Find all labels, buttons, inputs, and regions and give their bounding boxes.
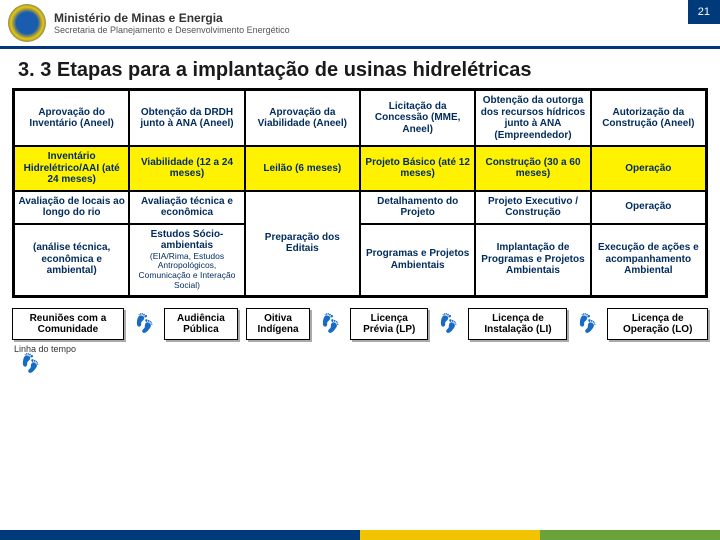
bottom-b2: Audiência Pública (164, 308, 238, 340)
slide-header: Ministério de Minas e Energia Secretaria… (0, 0, 720, 49)
footprint-icon: 👣 (131, 310, 158, 337)
r3c2: Avaliação técnica e econômica (129, 191, 244, 224)
footer-yellow (360, 530, 540, 540)
r1c4: Licitação da Concessão (MME, Aneel) (360, 90, 475, 146)
r1c6: Autorização da Construção (Aneel) (591, 90, 706, 146)
header-text: Ministério de Minas e Energia Secretaria… (54, 11, 712, 35)
bottom-b5: Licença de Instalação (LI) (468, 308, 567, 340)
footprint-icon: 👣 (574, 310, 601, 337)
ministry-name: Ministério de Minas e Energia (54, 11, 712, 25)
r2c4: Projeto Básico (até 12 meses) (360, 146, 475, 191)
r4c2: Estudos Sócio-ambientais (EIA/Rima, Estu… (129, 224, 244, 296)
r1c3: Aprovação da Viabilidade (Aneel) (245, 90, 360, 146)
footer-green (540, 530, 720, 540)
r2c1: Inventário Hidrelétrico/AAI (até 24 mese… (14, 146, 129, 191)
r2c5: Construção (30 a 60 meses) (475, 146, 590, 191)
slide-title: 3. 3 Etapas para a implantação de usinas… (0, 49, 720, 88)
stages-table: Aprovação do Inventário (Aneel) Obtenção… (12, 88, 708, 298)
bottom-b6: Licença de Operação (LO) (607, 308, 708, 340)
r3c4: Detalhamento do Projeto (360, 191, 475, 224)
r4c2-main: Estudos Sócio-ambientais (151, 229, 224, 252)
r4c4: Programas e Projetos Ambientais (360, 224, 475, 296)
r3c1: Avaliação de locais ao longo do rio (14, 191, 129, 224)
footer-blue (0, 530, 360, 540)
timeline-row: Reuniões com a Comunidade 👣 Audiência Pú… (12, 308, 708, 340)
page-number: 21 (688, 0, 720, 24)
r3c6: Operação (591, 191, 706, 224)
r2c3: Leilão (6 meses) (245, 146, 360, 191)
brazil-coat-of-arms-icon (8, 4, 46, 42)
subtitle: Secretaria de Planejamento e Desenvolvim… (54, 25, 712, 35)
r4c5: Implantação de Programas e Projetos Ambi… (475, 224, 590, 296)
r1c1: Aprovação do Inventário (Aneel) (14, 90, 129, 146)
r4c2-sub: (EIA/Rima, Estudos Antropológicos, Comun… (132, 252, 241, 291)
bottom-b3: Oitiva Indígena (246, 308, 310, 340)
footer-bar (0, 530, 720, 540)
r2c2: Viabilidade (12 a 24 meses) (129, 146, 244, 191)
r1c5: Obtenção da outorga dos recursos hídrico… (475, 90, 590, 146)
r2c6: Operação (591, 146, 706, 191)
r1c2: Obtenção da DRDH junto à ANA (Aneel) (129, 90, 244, 146)
footprint-icon: 👣 (435, 310, 462, 337)
r3c3: Preparação dos Editais (245, 191, 360, 296)
footprint-icon: 👣 (317, 310, 344, 337)
r4c6: Execução de ações e acompanhamento Ambie… (591, 224, 706, 296)
footprint-icon: 👣 (17, 350, 44, 377)
r3c5: Projeto Executivo / Construção (475, 191, 590, 224)
bottom-b4: Licença Prévia (LP) (350, 308, 428, 340)
bottom-b1: Reuniões com a Comunidade (12, 308, 124, 340)
timeline-label: Linha do tempo (14, 344, 706, 354)
r4c1: (análise técnica, econômica e ambiental) (14, 224, 129, 296)
